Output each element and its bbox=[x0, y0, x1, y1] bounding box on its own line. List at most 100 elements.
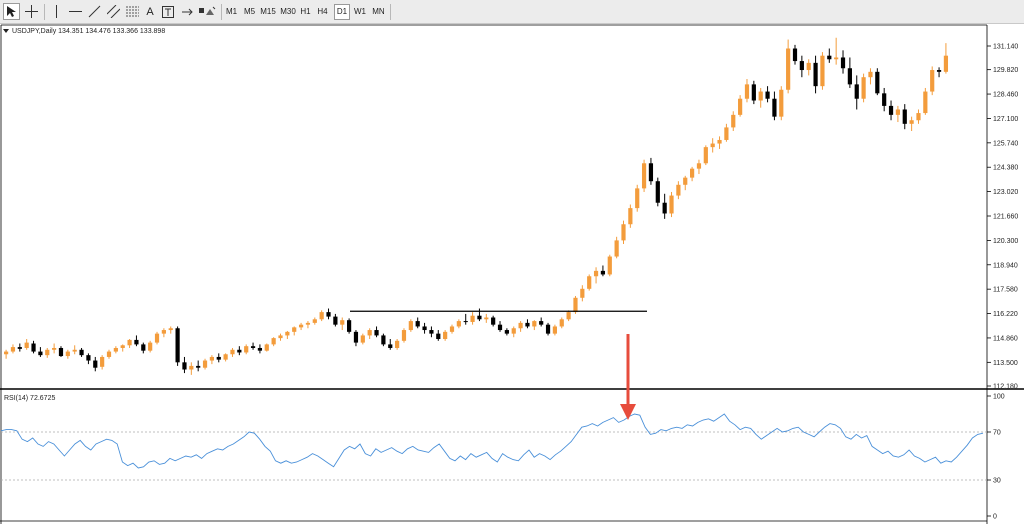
candle-body bbox=[367, 330, 372, 336]
chart-background bbox=[0, 24, 1024, 524]
candle-body bbox=[141, 344, 146, 351]
candle-body bbox=[621, 224, 626, 241]
candle-body bbox=[298, 324, 304, 328]
rsi-tick-label: 30 bbox=[993, 478, 1001, 485]
toolbar-separator bbox=[221, 4, 222, 20]
candle-body bbox=[237, 349, 242, 353]
candle-body bbox=[662, 202, 667, 214]
candle-body bbox=[936, 70, 942, 72]
arrows-icon[interactable] bbox=[179, 3, 195, 20]
price-tick-label: 128.460 bbox=[993, 92, 1018, 99]
candle-body bbox=[305, 322, 311, 325]
candle-body bbox=[491, 317, 496, 325]
candle-body bbox=[113, 347, 118, 352]
candle-body bbox=[635, 188, 640, 209]
candle-body bbox=[731, 114, 736, 128]
candle-body bbox=[593, 270, 599, 277]
candle-body bbox=[347, 320, 352, 332]
candle-body bbox=[518, 322, 523, 329]
candle-body bbox=[72, 349, 77, 352]
rsi-tick-label: 0 bbox=[993, 514, 997, 521]
price-axis: 131.140 129.820 128.460 127.100 125.740 124.3… bbox=[987, 44, 1018, 391]
candle-body bbox=[895, 109, 900, 115]
candle-body bbox=[532, 321, 537, 327]
price-tick-label: 123.020 bbox=[993, 189, 1018, 196]
candle-body bbox=[175, 328, 180, 363]
timeframe-m5[interactable]: M5 bbox=[243, 7, 256, 16]
candle-body bbox=[916, 113, 921, 121]
candle-body bbox=[525, 322, 530, 327]
candle-body bbox=[340, 320, 345, 325]
candle-body bbox=[847, 68, 852, 85]
price-tick-label: 113.500 bbox=[993, 360, 1018, 367]
candle-body bbox=[250, 346, 256, 348]
horizontal-line-icon[interactable] bbox=[67, 3, 84, 20]
candle-body bbox=[134, 339, 139, 345]
timeframe-mn[interactable]: MN bbox=[372, 7, 385, 16]
candle-body bbox=[52, 347, 57, 350]
candle-body bbox=[854, 84, 859, 99]
candle-body bbox=[497, 324, 503, 331]
price-tick-label: 117.580 bbox=[993, 287, 1018, 294]
candle-body bbox=[154, 333, 160, 343]
timeframe-m30[interactable]: M30 bbox=[280, 7, 296, 16]
candle-body bbox=[449, 326, 455, 332]
timeframe-w1[interactable]: W1 bbox=[354, 7, 366, 16]
candle-body bbox=[45, 349, 50, 356]
text-icon[interactable]: A bbox=[146, 5, 154, 18]
candle-body bbox=[58, 347, 64, 357]
candle-body bbox=[504, 330, 509, 334]
candle-body bbox=[120, 345, 125, 348]
candle-body bbox=[333, 316, 338, 325]
candle-body bbox=[744, 84, 750, 99]
candle-body bbox=[758, 91, 763, 101]
equidistant-channel-icon[interactable] bbox=[105, 3, 122, 20]
candle-body bbox=[10, 347, 16, 352]
vertical-line-icon[interactable] bbox=[48, 3, 65, 20]
fibonacci-icon[interactable] bbox=[124, 3, 141, 20]
candle-body bbox=[100, 356, 105, 367]
price-tick-label: 127.100 bbox=[993, 116, 1018, 123]
candle-body bbox=[580, 288, 585, 298]
candle-body bbox=[401, 330, 407, 341]
chart-window[interactable]: USDJPY,Daily 134.351 134.476 133.366 133… bbox=[0, 24, 1024, 524]
candle-body bbox=[353, 331, 359, 343]
timeframe-m15[interactable]: M15 bbox=[260, 7, 276, 16]
candle-body bbox=[168, 328, 173, 331]
crosshair-icon[interactable] bbox=[23, 3, 40, 20]
candle-body bbox=[566, 312, 571, 320]
text-label-icon[interactable] bbox=[160, 3, 176, 20]
candle-body bbox=[264, 344, 269, 351]
candle-body bbox=[628, 208, 633, 225]
shapes-icon[interactable] bbox=[197, 3, 217, 20]
candle-body bbox=[285, 331, 290, 336]
candle-body bbox=[930, 70, 935, 92]
candle-body bbox=[738, 98, 743, 115]
candle-body bbox=[696, 163, 702, 169]
candle-body bbox=[189, 365, 194, 370]
candle-body bbox=[648, 163, 654, 182]
candle-body bbox=[792, 48, 798, 62]
candle-body bbox=[456, 321, 461, 327]
candle-body bbox=[470, 315, 475, 322]
candle-body bbox=[545, 324, 551, 334]
candle-body bbox=[882, 93, 887, 106]
candle-body bbox=[395, 340, 400, 348]
candle-body bbox=[511, 328, 516, 334]
chart-header: USDJPY,Daily 134.351 134.476 133.366 133… bbox=[12, 28, 165, 35]
candle-body bbox=[559, 319, 564, 327]
candle-body bbox=[326, 312, 331, 317]
price-tick-label: 114.860 bbox=[993, 335, 1018, 342]
candle-body bbox=[573, 297, 578, 313]
symbol-dropdown-icon[interactable] bbox=[3, 29, 9, 33]
timeframe-h1[interactable]: H1 bbox=[300, 7, 311, 16]
candle-body bbox=[86, 355, 91, 361]
timeframe-m1[interactable]: M1 bbox=[225, 7, 238, 16]
timeframe-h4[interactable]: H4 bbox=[317, 7, 328, 16]
cursor-arrow-icon[interactable] bbox=[3, 3, 20, 20]
timeframe-d1[interactable]: D1 bbox=[334, 4, 350, 20]
price-chart[interactable]: USDJPY,Daily 134.351 134.476 133.366 133… bbox=[0, 24, 1024, 524]
trendline-icon[interactable] bbox=[86, 3, 103, 20]
candle-body bbox=[79, 349, 84, 356]
candle-body bbox=[127, 339, 132, 346]
